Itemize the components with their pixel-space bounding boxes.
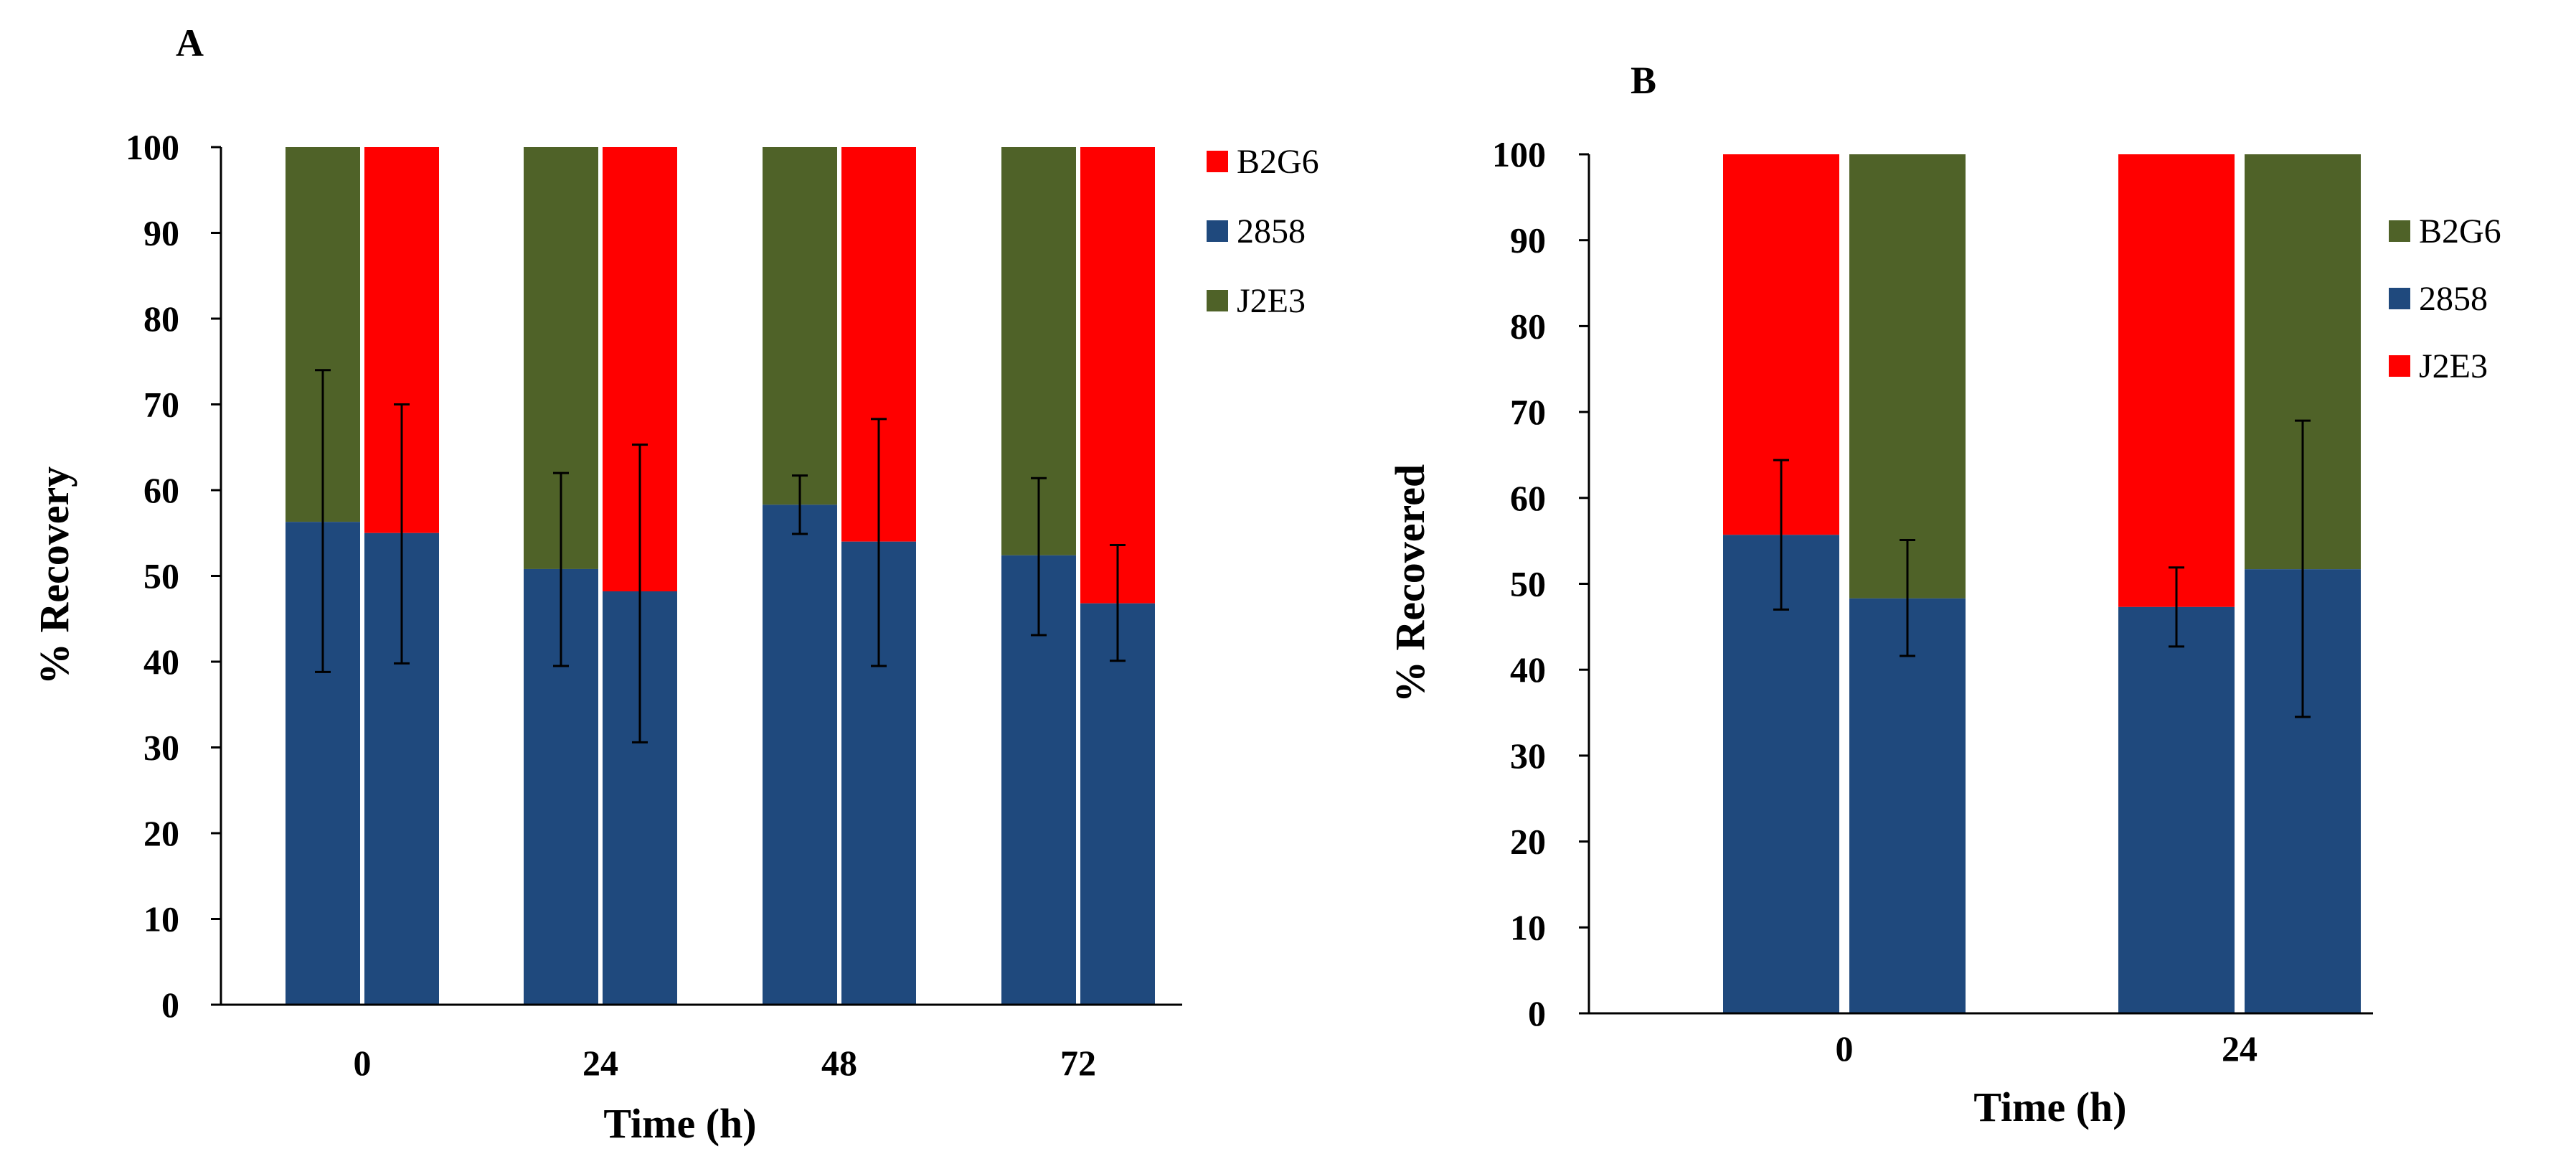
panel-label: B: [1631, 59, 1656, 102]
y-tick-label: 90: [143, 213, 179, 253]
y-tick-label: 50: [143, 556, 179, 596]
legend-swatch-j2e3: [2389, 355, 2410, 377]
y-tick-label: 70: [143, 385, 179, 425]
y-tick-label: 20: [143, 813, 179, 853]
y-tick-label: 70: [1510, 392, 1546, 432]
y-tick-label: 0: [1528, 993, 1546, 1033]
y-tick-label: 90: [1510, 220, 1546, 261]
x-tick-label: 72: [1060, 1043, 1096, 1083]
y-tick-label: 30: [1510, 736, 1546, 776]
y-tick-label: 30: [143, 728, 179, 768]
bar-segment-2858: [1723, 535, 1839, 1013]
legend-swatch-2858: [1207, 220, 1228, 242]
y-tick-label: 60: [143, 470, 179, 510]
legend-label: 2858: [2419, 280, 2488, 318]
y-tick-label: 100: [126, 127, 179, 167]
x-tick-label: 24: [2222, 1028, 2257, 1069]
y-tick-label: 60: [1510, 478, 1546, 518]
legend-label: B2G6: [2419, 212, 2501, 250]
y-tick-label: 10: [1510, 907, 1546, 947]
legend-swatch-j2e3: [1207, 290, 1228, 311]
bar-segment-b2g6: [1080, 147, 1155, 604]
bar-segment-2858: [763, 505, 837, 1005]
y-axis-title: % Recovery: [31, 466, 77, 685]
x-axis-title: Time (h): [1973, 1084, 2126, 1130]
y-tick-label: 10: [143, 899, 179, 939]
legend-swatch-b2g6: [1207, 151, 1228, 172]
x-tick-label: 24: [582, 1043, 618, 1083]
y-tick-label: 40: [1510, 649, 1546, 690]
bar-segment-2858: [2118, 606, 2235, 1013]
bar-segment-b2g6: [1849, 154, 1966, 599]
x-tick-label: 48: [821, 1043, 857, 1083]
x-tick-label: 0: [1836, 1028, 1854, 1069]
legend-swatch-2858: [2389, 288, 2410, 309]
legend-swatch-b2g6: [2389, 220, 2410, 242]
legend-label: B2G6: [1237, 143, 1319, 181]
y-tick-label: 80: [1510, 306, 1546, 346]
legend-label: J2E3: [2419, 347, 2488, 385]
x-tick-label: 0: [354, 1043, 372, 1083]
bar-segment-2858: [1080, 603, 1155, 1005]
bar-segment-j2e3: [2118, 154, 2235, 607]
legend-label: 2858: [1237, 212, 1306, 250]
bar-segment-2858: [1849, 598, 1966, 1013]
legend-label: J2E3: [1237, 282, 1306, 320]
y-tick-label: 100: [1492, 134, 1546, 174]
y-tick-label: 20: [1510, 822, 1546, 862]
y-tick-label: 50: [1510, 564, 1546, 604]
y-tick-label: 40: [143, 642, 179, 682]
y-axis-title: % Recovered: [1387, 464, 1433, 703]
panel-a: A 0 24 48 72 0 10 20 30 40 50 60 70 80 90 100 Time (h) % …: [31, 22, 1319, 1147]
y-tick-label: 0: [161, 985, 179, 1025]
x-axis-title: Time (h): [603, 1100, 756, 1147]
panel-label: A: [176, 22, 204, 65]
y-tick-label: 80: [143, 299, 179, 339]
bar-segment-j2e3: [763, 147, 837, 505]
panel-b: B 0 24 0 10 20 30 40 50 60 70 80 90 100 Time (h) % Reco…: [1387, 59, 2501, 1130]
